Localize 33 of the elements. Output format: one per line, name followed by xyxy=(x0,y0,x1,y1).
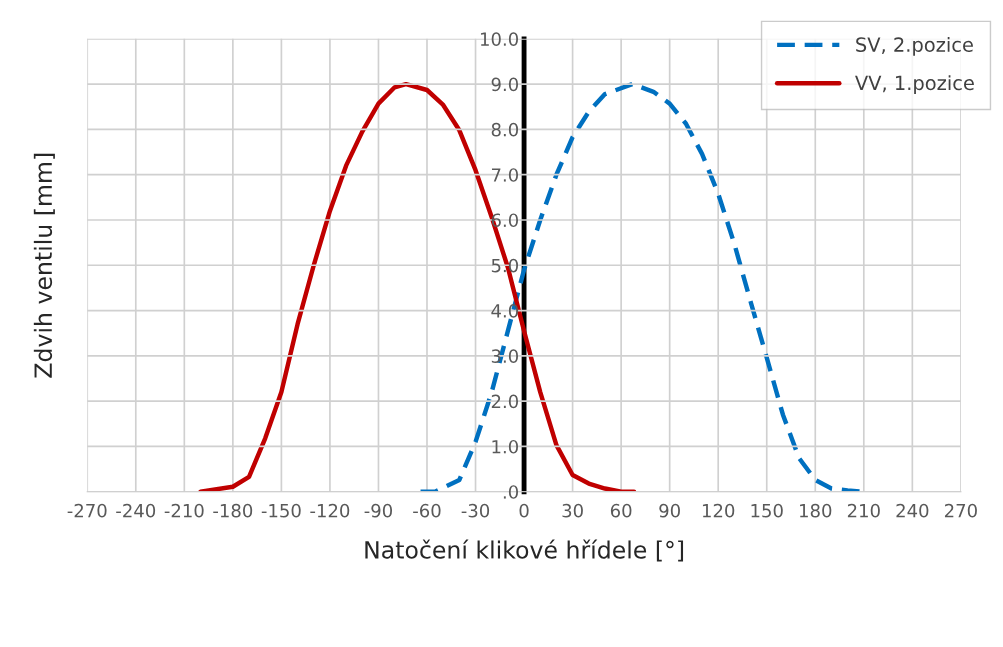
x-tick-label: -120 xyxy=(310,503,350,518)
x-tick-label: -150 xyxy=(261,503,301,518)
y-tick-label: .0 xyxy=(503,485,519,499)
x-axis-title: Natočení klikové hřídele [°] xyxy=(365,539,684,562)
y-tick-label: 8.0 xyxy=(491,122,519,137)
x-tick-label: 180 xyxy=(800,503,832,518)
x-tick-label: 90 xyxy=(659,503,680,518)
y-tick-label: 10.0 xyxy=(480,32,519,46)
x-tick-label: 120 xyxy=(702,503,735,518)
x-tick-label: -270 xyxy=(67,503,107,518)
x-tick-label: 210 xyxy=(847,503,880,518)
y-tick-label: 2.0 xyxy=(491,394,519,409)
y-tick-label: 1.0 xyxy=(492,439,519,454)
x-tick-label: -240 xyxy=(116,503,156,518)
x-tick-label: 0 xyxy=(519,503,529,518)
x-tick-label: -210 xyxy=(164,503,204,518)
x-tick-label: -30 xyxy=(461,503,490,518)
legend-label: SV, 2.pozice xyxy=(856,36,973,56)
x-tick-label: 240 xyxy=(896,503,929,518)
y-axis-title: Zdvih ventilu [mm] xyxy=(33,153,55,378)
y-tick-label: 5.0 xyxy=(491,258,519,273)
x-tick-label: 30 xyxy=(562,503,583,518)
y-tick-label: 9.0 xyxy=(491,77,519,92)
legend-label: VV, 1.pozice xyxy=(855,75,974,95)
y-tick-label: 3.0 xyxy=(491,349,519,363)
x-tick-label: 60 xyxy=(610,503,632,518)
y-tick-label: 4.0 xyxy=(491,304,519,318)
x-tick-label: -60 xyxy=(413,503,441,518)
x-tick-label: 150 xyxy=(751,503,783,518)
x-tick-label: 270 xyxy=(944,503,977,518)
x-tick-label: -90 xyxy=(364,503,393,518)
y-tick-label: 7.0 xyxy=(491,168,519,182)
x-tick-label: -180 xyxy=(213,503,253,518)
